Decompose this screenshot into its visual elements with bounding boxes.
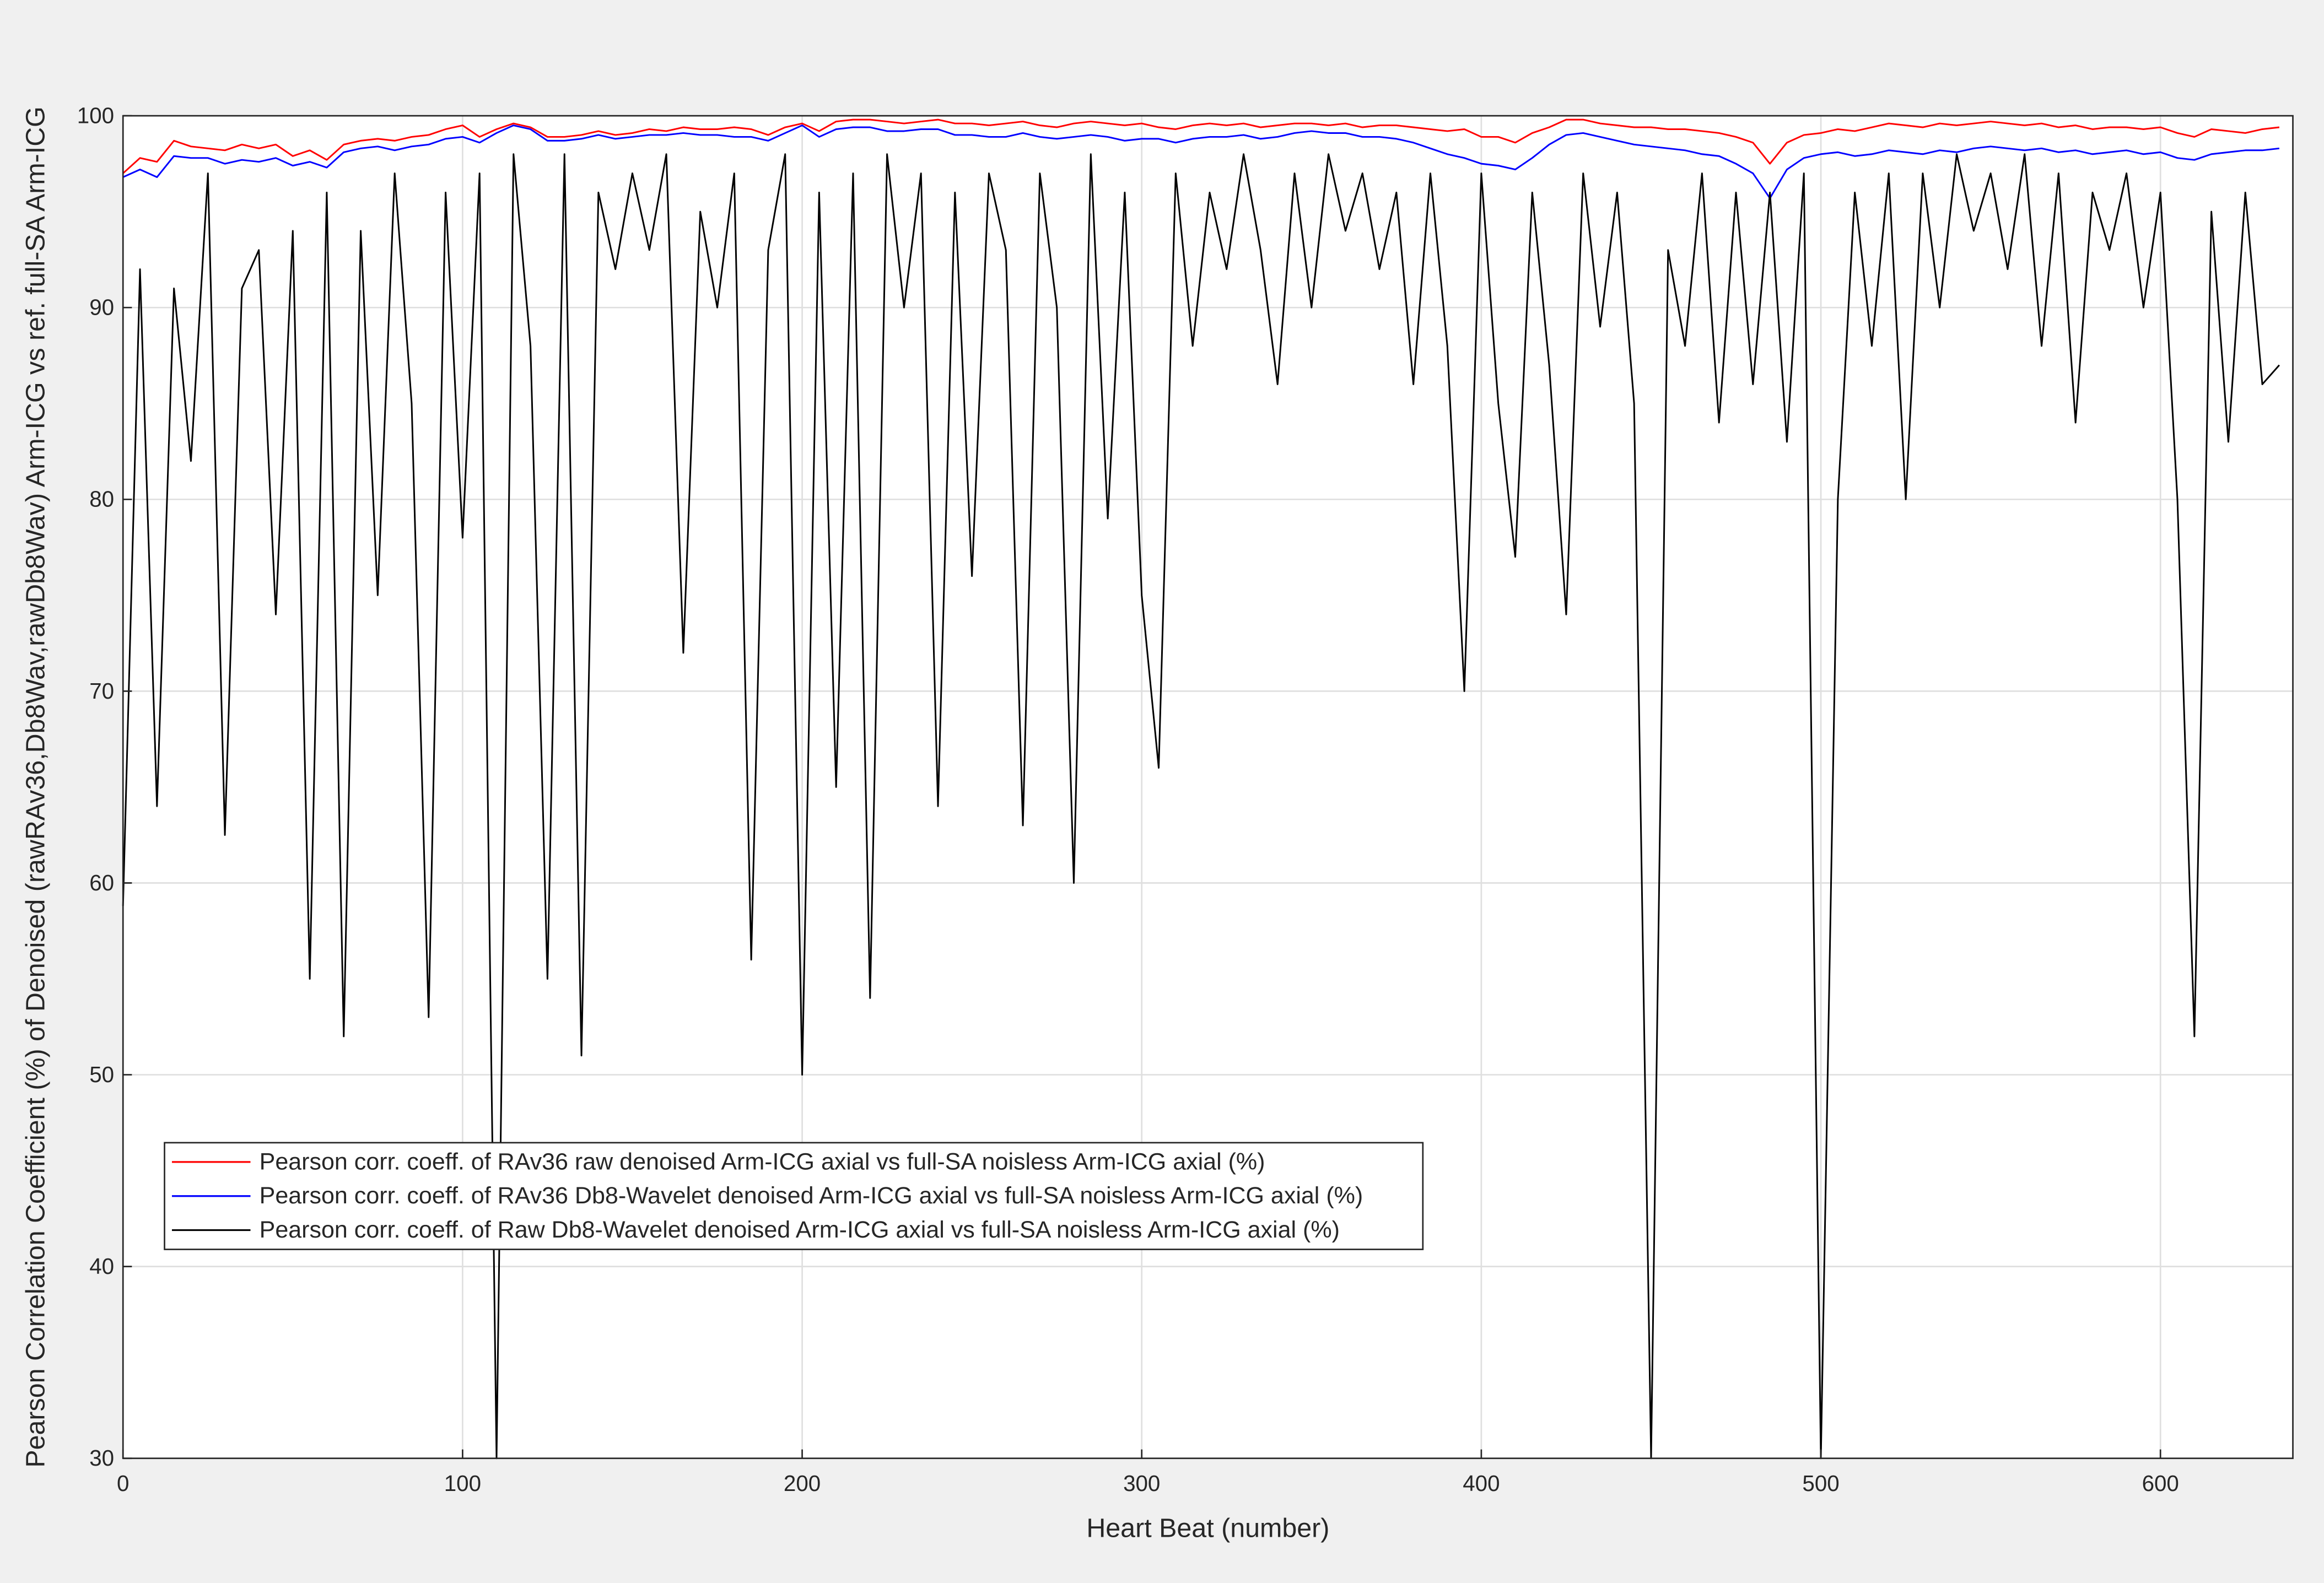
y-tick-label: 60 xyxy=(89,870,114,895)
x-tick-label: 0 xyxy=(117,1471,129,1496)
y-tick-label: 50 xyxy=(89,1062,114,1087)
y-tick-label: 70 xyxy=(89,678,114,704)
x-tick-label: 100 xyxy=(444,1471,481,1496)
y-tick-label: 40 xyxy=(89,1254,114,1279)
x-tick-label: 500 xyxy=(1802,1471,1839,1496)
series-line xyxy=(122,153,2280,1460)
legend-label: Pearson corr. coeff. of RAv36 Db8-Wavele… xyxy=(260,1182,1363,1209)
x-axis-label: Heart Beat (number) xyxy=(1086,1513,1329,1543)
x-tick-label: 400 xyxy=(1463,1471,1500,1496)
y-tick-label: 80 xyxy=(89,487,114,512)
legend: Pearson corr. coeff. of RAv36 raw denois… xyxy=(164,1142,1424,1250)
plot-area xyxy=(123,116,2293,1458)
y-tick-label: 30 xyxy=(89,1445,114,1471)
x-tick-label: 600 xyxy=(2142,1471,2179,1496)
series-line xyxy=(122,118,2280,174)
legend-label: Pearson corr. coeff. of RAv36 raw denois… xyxy=(260,1148,1265,1175)
ticks: 30 40 50 60 70 80 90 100 0 100 200 300 400 500 600 xyxy=(77,103,2179,1496)
y-tick-label: 90 xyxy=(89,295,114,320)
y-axis-label: Pearson Correlation Coefficient (%) of D… xyxy=(21,106,51,1468)
x-tick-label: 300 xyxy=(1123,1471,1160,1496)
x-tick-label: 200 xyxy=(784,1471,821,1496)
lines xyxy=(122,118,2280,1460)
series-line xyxy=(122,125,2280,199)
legend-box xyxy=(164,1142,1424,1250)
y-tick-label: 100 xyxy=(77,103,114,128)
legend-label: Pearson corr. coeff. of Raw Db8-Wavelet … xyxy=(260,1217,1340,1243)
axes-box xyxy=(122,115,2294,1460)
